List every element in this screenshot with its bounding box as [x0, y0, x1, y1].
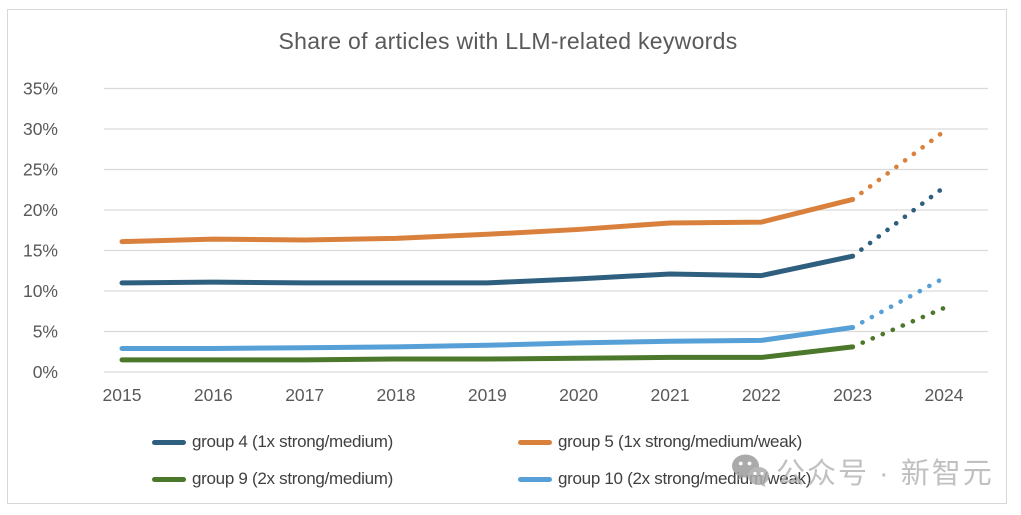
watermark: 公众号 · 新智元: [730, 450, 994, 492]
x-tick-label: 2022: [742, 385, 781, 405]
y-tick-label: 0%: [33, 362, 58, 382]
x-tick-label: 2019: [468, 385, 507, 405]
series-line-group-5: [119, 196, 856, 245]
series-line-group-4: [119, 253, 856, 286]
chart-title: Share of articles with LLM-related keywo…: [278, 28, 738, 54]
y-tick-label: 20%: [23, 200, 58, 220]
y-tick-label: 5%: [33, 322, 58, 342]
y-tick-label: 30%: [23, 119, 58, 139]
series-line-group-9: [119, 344, 856, 363]
y-tick-label: 15%: [23, 241, 58, 261]
x-tick-label: 2017: [285, 385, 324, 405]
series-forecast-group-10: [850, 275, 947, 330]
x-tick-label: 2024: [925, 385, 964, 405]
series-line-group-10: [119, 324, 856, 352]
y-tick-label: 10%: [23, 281, 58, 301]
x-tick-label: 2023: [833, 385, 872, 405]
x-tick-label: 2016: [194, 385, 233, 405]
series-forecast-group-4: [850, 185, 947, 259]
x-tick-label: 2015: [103, 385, 142, 405]
y-tick-label: 25%: [23, 160, 58, 180]
watermark-text: 公众号 · 新智元: [776, 458, 994, 490]
x-tick-label: 2021: [651, 385, 690, 405]
series-forecast-group-9: [850, 305, 947, 350]
x-tick-label: 2018: [377, 385, 416, 405]
series-forecast-group-5: [850, 129, 947, 202]
x-tick-label: 2020: [559, 385, 598, 405]
y-tick-label: 35%: [23, 79, 58, 99]
wechat-icon: [732, 454, 769, 487]
